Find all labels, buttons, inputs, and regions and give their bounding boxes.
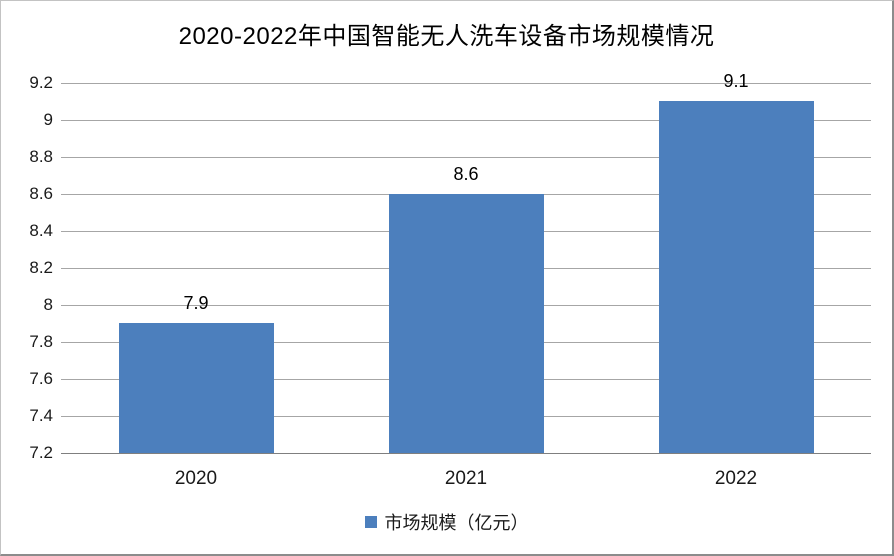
x-category-label: 2020 [174, 468, 218, 489]
x-category-label: 2022 [714, 468, 758, 489]
bar [389, 194, 544, 453]
bar [119, 323, 274, 453]
bar-value-label: 8.6 [453, 164, 479, 184]
y-tick-label: 7.4 [29, 406, 53, 425]
bar-value-label: 7.9 [183, 293, 209, 313]
x-axis-line [61, 453, 871, 454]
legend: 市场规模（亿元） [1, 507, 892, 537]
y-tick-label: 8.6 [29, 184, 53, 203]
y-tick-label: 7.2 [29, 443, 53, 462]
y-tick-label: 9 [43, 110, 53, 129]
gridline [61, 120, 871, 121]
y-tick-label: 7.6 [29, 369, 53, 388]
y-tick-label: 7.8 [29, 332, 53, 351]
y-tick-label: 8.8 [29, 147, 53, 166]
gridline [61, 83, 871, 84]
y-tick-label: 8.4 [29, 221, 53, 240]
y-tick-label: 8 [43, 295, 53, 314]
y-tick-label: 9.2 [29, 73, 53, 92]
y-tick-label: 8.2 [29, 258, 53, 277]
legend-marker-icon [364, 516, 377, 528]
x-category-label: 2021 [444, 468, 488, 489]
gridline [61, 157, 871, 158]
bar-value-label: 9.1 [723, 71, 749, 91]
chart-title: 2020-2022年中国智能无人洗车设备市场规模情况 [178, 23, 715, 50]
legend-label: 市场规模（亿元） [384, 513, 529, 533]
bar [659, 101, 814, 453]
